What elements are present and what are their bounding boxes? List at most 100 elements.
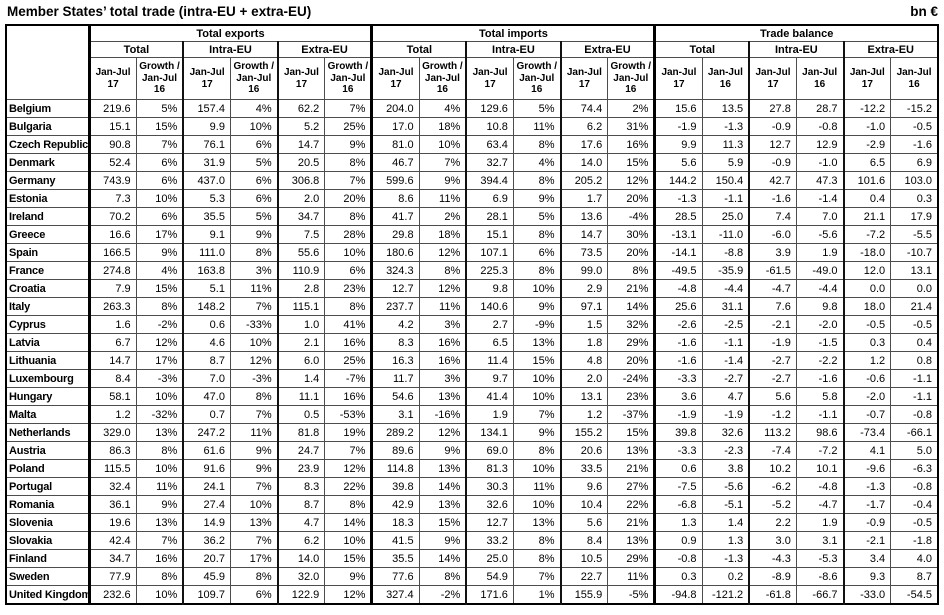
value-cell: 11% [418,189,467,208]
country-cell: Greece [5,225,90,244]
value-cell: 8% [512,549,562,568]
value-cell: 14.7 [559,225,609,244]
subgroup-exports-total: Total [87,41,184,58]
value-cell: 12% [418,243,467,262]
value-cell: -0.8 [890,405,939,424]
value-cell: -2.9 [842,135,892,154]
value-cell: 10% [324,243,373,262]
value-cell: 6% [324,261,373,280]
value-cell: -1.1 [701,189,750,208]
value-cell: -2.1 [842,531,892,550]
value-cell: -0.7 [842,405,892,424]
value-cell: 1.0 [276,315,326,334]
value-cell: -6.0 [748,225,797,244]
value-cell: 91.6 [182,459,231,478]
value-cell: -1.9 [701,405,750,424]
value-cell: 2.9 [559,279,609,298]
value-cell: 13.6 [559,207,609,226]
table-row: Finland 34.7 16% 20.7 17% 14.0 15% 35.5 14% 25.0 8… [5,549,939,568]
value-cell: 8% [512,441,562,460]
period-cell: Growth / Jan-Jul 16 [229,57,279,100]
country-cell: Spain [5,243,90,262]
period-cell: Jan-Jul 17 [653,57,703,100]
value-cell: 34.7 [87,549,137,568]
value-cell: -7.2 [795,441,845,460]
value-cell: 54.9 [465,567,514,586]
group-header-total-imports: Total imports [370,24,656,42]
value-cell: 5.8 [795,387,845,406]
country-cell: Slovakia [5,531,90,550]
value-cell: 8% [512,225,562,244]
value-cell: 8% [135,441,184,460]
value-cell: 180.6 [370,243,420,262]
period-cell: Jan-Jul 17 [465,57,514,100]
value-cell: 6.2 [559,117,609,136]
value-cell: 12.9 [795,135,845,154]
value-cell: 10.5 [559,549,609,568]
value-cell: -2.0 [795,315,845,334]
value-cell: -7% [324,369,373,388]
value-cell: 36.1 [87,495,137,514]
value-cell: 9% [229,225,279,244]
value-cell: -0.5 [842,315,892,334]
value-cell: 22.7 [559,567,609,586]
value-cell: 743.9 [87,171,137,190]
period-cell: Jan-Jul 16 [890,57,939,100]
value-cell: -61.8 [748,585,797,605]
value-cell: 4% [229,99,279,118]
value-cell: 35.5 [182,207,231,226]
table-row: Cyprus 1.6 -2% 0.6 -33% 1.0 41% 4.2 3% 2.7 -9% 1.5 3… [5,315,939,334]
value-cell: -33.0 [842,585,892,605]
value-cell: -12.2 [842,99,892,118]
table-row: Malta 1.2 -32% 0.7 7% 0.5 -53% 3.1 -16% 1.9 7% 1.2-… [5,405,939,424]
value-cell: 28.7 [795,99,845,118]
value-cell: 0.6 [653,459,703,478]
unit-label: bn € [910,4,938,19]
value-cell: 3% [418,315,467,334]
value-cell: 17.6 [559,135,609,154]
period-cell: Jan-Jul 16 [795,57,845,100]
value-cell: 8% [229,243,279,262]
value-cell: 6.9 [890,153,939,172]
country-cell: Finland [5,549,90,568]
country-cell: Latvia [5,333,90,352]
value-cell: -66.1 [890,423,939,442]
value-cell: 1.2 [842,351,892,370]
value-cell: 1.4 [701,513,750,532]
value-cell: -5.6 [701,477,750,496]
value-cell: 11.3 [701,135,750,154]
value-cell: -13.1 [653,225,703,244]
value-cell: 7.3 [87,189,137,208]
value-cell: -0.4 [890,495,939,514]
value-cell: 10.2 [748,459,797,478]
table-row: Spain 166.5 9% 111.0 8% 55.6 10% 180.6 12% 107.1 6… [5,243,939,262]
value-cell: 219.6 [87,99,137,118]
value-cell: -2.7 [748,369,797,388]
value-cell: 90.8 [87,135,137,154]
value-cell: 6% [229,135,279,154]
value-cell: 10% [135,585,184,605]
value-cell: 18% [418,117,467,136]
value-cell: 39.8 [653,423,703,442]
value-cell: 5% [229,207,279,226]
value-cell: -18.0 [842,243,892,262]
value-cell: 13% [607,441,656,460]
value-cell: 10% [324,531,373,550]
value-cell: 7% [324,99,373,118]
value-cell: 11.7 [370,369,420,388]
value-cell: 52.4 [87,153,137,172]
value-cell: 1% [512,585,562,605]
value-cell: 155.9 [559,585,609,605]
table-row: Latvia 6.7 12% 4.6 10% 2.1 16% 8.3 16% 6.5 13% 1.8 2… [5,333,939,352]
value-cell: 9.9 [182,117,231,136]
value-cell: 4.8 [559,351,609,370]
value-cell: -0.9 [748,117,797,136]
value-cell: -1.6 [653,333,703,352]
value-cell: 55.6 [276,243,326,262]
value-cell: -1.3 [701,117,750,136]
value-cell: 7% [512,567,562,586]
table-row: Lithuania 14.7 17% 8.7 12% 6.0 25% 16.3 16% 11.4 1… [5,351,939,370]
table-row: Netherlands 329.0 13% 247.2 11% 81.8 19% 289.2 1… [5,423,939,442]
value-cell: -4.4 [701,279,750,298]
country-cell: Malta [5,405,90,424]
